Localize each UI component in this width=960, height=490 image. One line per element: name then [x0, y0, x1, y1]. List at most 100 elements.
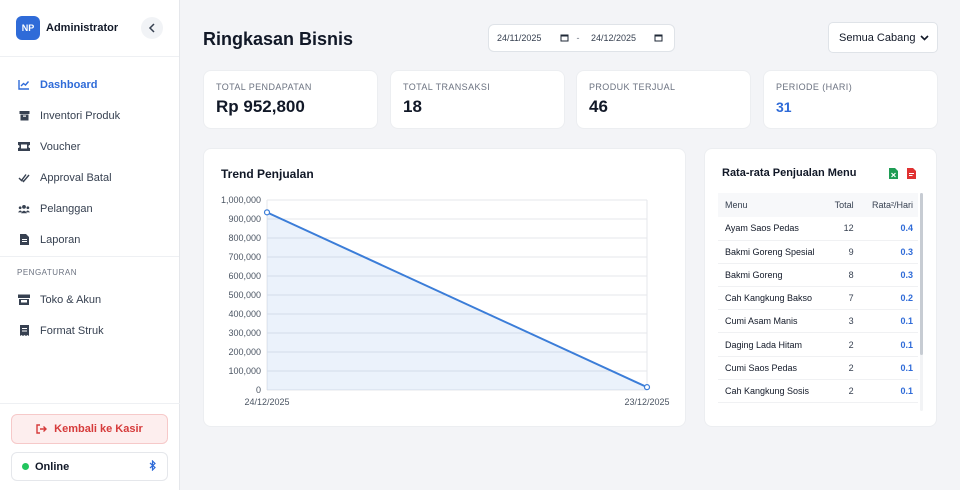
sidebar-item-label: Voucher: [40, 140, 81, 153]
stat-card-produk-terjual: PRODUK TERJUAL 46: [576, 70, 751, 129]
sales-trend-chart: 1,000,000 900,000 800,000 700,000 600,000 500…: [221, 195, 670, 407]
sign-out-icon: [36, 424, 48, 434]
users-icon: [18, 203, 30, 215]
y-tick-label: 600,000: [228, 271, 261, 281]
sidebar-item-toko-akun[interactable]: Toko & Akun: [0, 284, 179, 315]
column-header-menu[interactable]: Menu: [725, 200, 748, 210]
store-icon: [18, 294, 30, 306]
date-separator: -: [576, 33, 580, 43]
status-dot-icon: [22, 463, 29, 470]
sales-trend-card: Trend Penjualan 1,000,000 900,000 800,000 7…: [203, 148, 686, 427]
sidebar-nav: Dashboard Inventori Produk Voucher Appro…: [0, 57, 179, 346]
user-name: Administrator: [46, 22, 119, 34]
stat-card-total-transaksi: TOTAL TRANSAKSI 18: [390, 70, 565, 129]
file-icon: [18, 234, 30, 246]
avatar[interactable]: NP: [16, 16, 40, 40]
cell-avg: 0.1: [900, 316, 913, 327]
stat-value: 18: [403, 97, 422, 116]
menu-table-scroll[interactable]: Menu Total Rata²/Hari Ayam Saos Pedas 12 0…: [718, 193, 918, 411]
cell-menu: Bakmi Goreng Spesial: [725, 246, 815, 257]
cell-avg: 0.1: [900, 362, 913, 373]
chevron-down-icon: [920, 33, 929, 43]
connection-status: Online: [11, 452, 168, 481]
date-to-value: 24/12/2025: [591, 33, 637, 43]
calendar-icon[interactable]: [654, 33, 663, 44]
stat-card-periode: PERIODE (HARI) 31: [763, 70, 938, 129]
scrollbar-thumb[interactable]: [920, 193, 923, 355]
back-button-label: Kembali ke Kasir: [54, 423, 143, 435]
stat-card-total-pendapatan: TOTAL PENDAPATAN Rp 952,800: [203, 70, 378, 129]
export-pdf-button[interactable]: [904, 166, 918, 180]
export-excel-button[interactable]: [886, 166, 900, 180]
sidebar-item-label: Inventori Produk: [40, 109, 121, 122]
cell-menu: Daging Lada Hitam: [725, 339, 803, 350]
column-header-avg[interactable]: Rata²/Hari: [871, 200, 913, 210]
date-to-input[interactable]: 24/12/2025: [583, 33, 667, 44]
double-check-icon: [18, 172, 30, 184]
chevron-left-icon: [148, 23, 155, 33]
cell-avg: 0.4: [900, 223, 913, 234]
chart-line-icon: [18, 79, 30, 91]
file-excel-icon: [888, 167, 898, 179]
table-scrollbar[interactable]: [920, 193, 923, 411]
calendar-icon[interactable]: [560, 33, 569, 44]
sidebar-item-inventori[interactable]: Inventori Produk: [0, 100, 179, 131]
cell-avg: 0.2: [900, 293, 913, 304]
cell-total: 2: [848, 339, 854, 350]
table-row: Bakmi Goreng Spesial 9 0.3: [718, 240, 918, 264]
table-row: Daging Lada Hitam 2 0.1: [718, 333, 918, 357]
column-header-total[interactable]: Total: [834, 200, 854, 210]
branch-select[interactable]: Semua Cabang: [828, 22, 938, 53]
sidebar-brand: NP Administrator: [0, 0, 179, 57]
data-point[interactable]: [263, 209, 271, 216]
menu-average-card: Rata-rata Penjualan Menu Menu Total Rata…: [704, 148, 937, 427]
date-from-input[interactable]: 24/11/2025: [489, 33, 573, 44]
sidebar-item-label: Approval Batal: [40, 171, 112, 184]
table-row: Cah Kangkung Bakso 7 0.2: [718, 287, 918, 310]
sidebar-item-pelanggan[interactable]: Pelanggan: [0, 193, 179, 224]
file-pdf-icon: [906, 167, 916, 179]
chart-title: Trend Penjualan: [221, 167, 314, 181]
stat-label: TOTAL PENDAPATAN: [216, 82, 312, 92]
ticket-icon: [18, 141, 30, 153]
back-to-cashier-button[interactable]: Kembali ke Kasir: [11, 414, 168, 444]
sidebar-item-format-struk[interactable]: Format Struk: [0, 315, 179, 346]
y-tick-label: 400,000: [228, 309, 261, 319]
cell-total: 8: [848, 269, 854, 280]
sidebar-item-label: Toko & Akun: [40, 293, 102, 306]
sidebar-item-voucher[interactable]: Voucher: [0, 131, 179, 162]
cell-menu: Ayam Saos Pedas: [725, 223, 799, 234]
bluetooth-icon[interactable]: [149, 459, 157, 474]
sidebar: NP Administrator Dashboard Inventori Pro…: [0, 0, 180, 490]
sidebar-item-label: Format Struk: [40, 324, 104, 337]
y-tick-label: 500,000: [228, 290, 261, 300]
nav-divider: [0, 256, 179, 257]
y-tick-label: 0: [256, 385, 261, 395]
data-point[interactable]: [643, 384, 651, 391]
sidebar-item-laporan[interactable]: Laporan: [0, 224, 179, 255]
y-tick-label: 700,000: [228, 252, 261, 262]
cell-avg: 0.3: [900, 246, 913, 257]
cell-menu: Bakmi Goreng: [725, 269, 783, 280]
stat-value: Rp 952,800: [216, 97, 305, 116]
table-row: Cumi Asam Manis 3 0.1: [718, 310, 918, 333]
sidebar-item-dashboard[interactable]: Dashboard: [0, 69, 179, 100]
section-title-pengaturan: PENGATURAN: [17, 268, 77, 277]
cell-avg: 0.1: [900, 339, 913, 350]
table-row: Bakmi Goreng 8 0.3: [718, 263, 918, 287]
sidebar-item-approval-batal[interactable]: Approval Batal: [0, 162, 179, 193]
box-icon: [18, 110, 30, 122]
cell-total: 12: [843, 223, 854, 234]
cell-menu: Cumi Saos Pedas: [725, 362, 798, 373]
sidebar-item-label: Pelanggan: [40, 202, 93, 215]
cell-avg: 0.1: [900, 385, 913, 396]
cell-avg: 0.3: [900, 269, 913, 280]
menu-average-table: Menu Total Rata²/Hari Ayam Saos Pedas 12 0…: [718, 193, 918, 403]
date-from-value: 24/11/2025: [497, 33, 542, 43]
page-title: Ringkasan Bisnis: [203, 29, 354, 49]
x-tick-label: 23/12/2025: [624, 397, 669, 407]
cell-total: 2: [848, 362, 854, 373]
stat-label: PERIODE (HARI): [776, 82, 853, 92]
collapse-sidebar-button[interactable]: [141, 17, 163, 39]
table-header-row: Menu Total Rata²/Hari: [718, 193, 918, 217]
